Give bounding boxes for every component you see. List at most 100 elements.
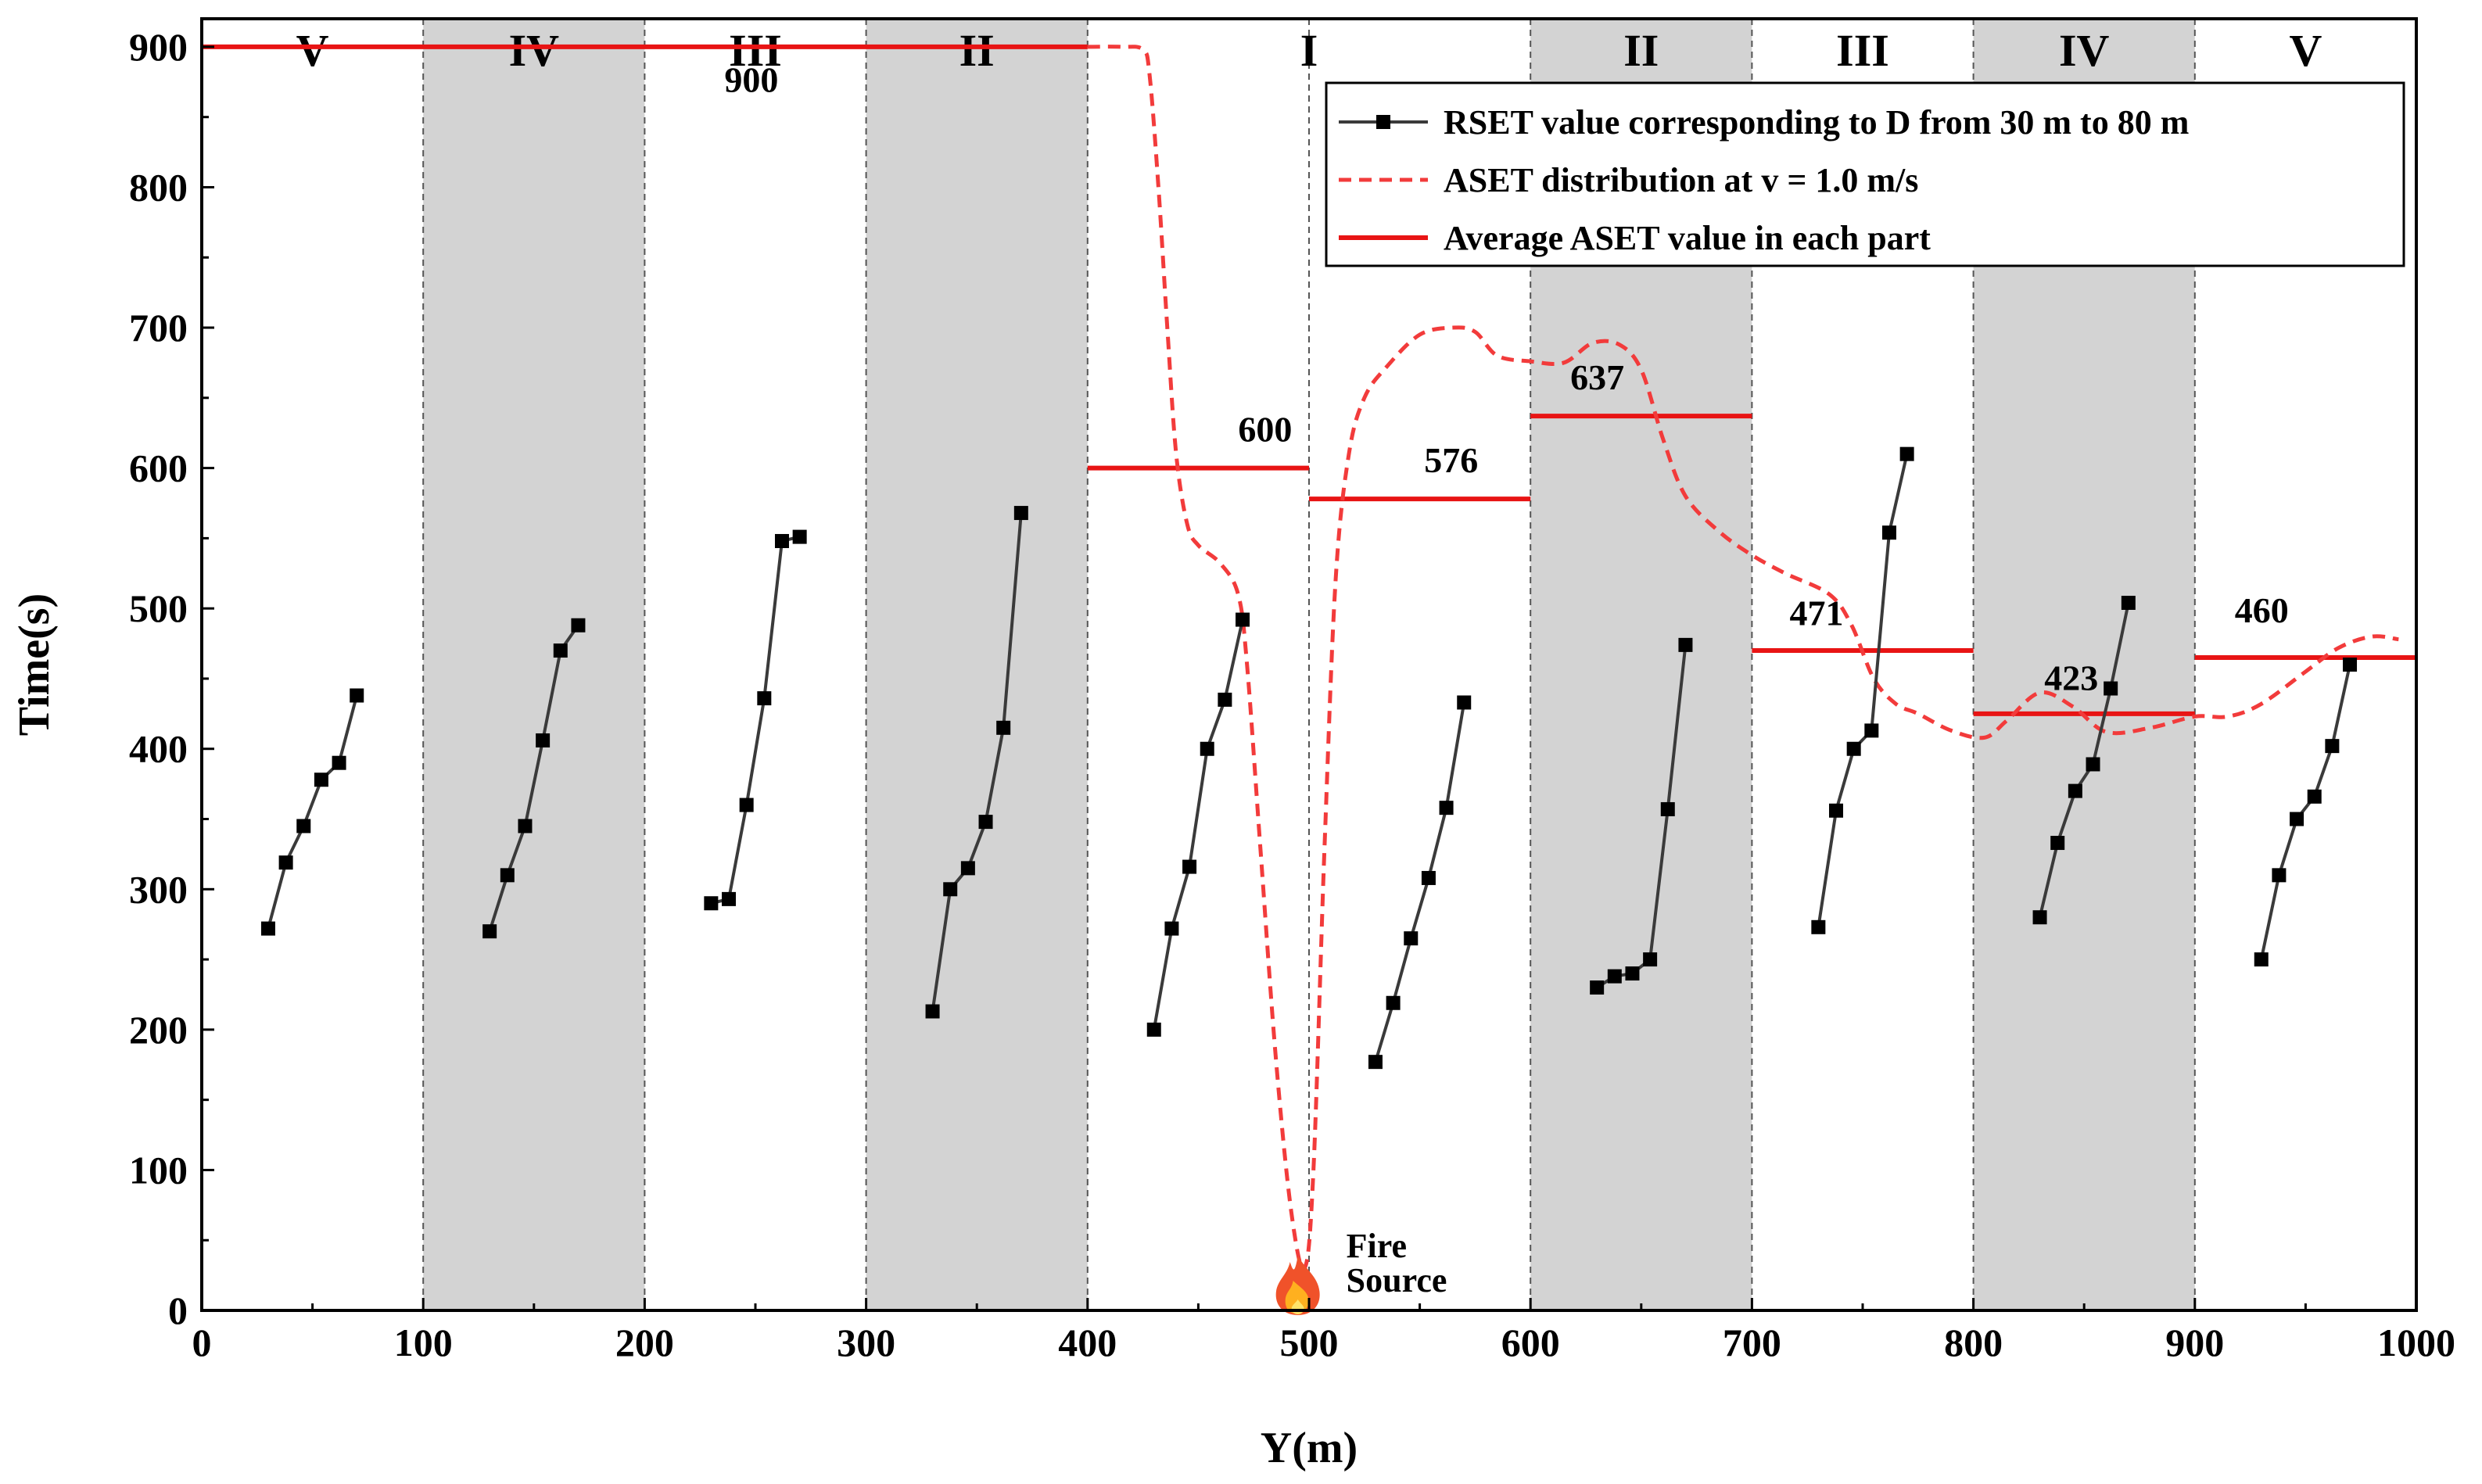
x-tick-label: 800	[1944, 1321, 2003, 1364]
y-tick-label: 800	[129, 165, 188, 209]
y-tick-label: 0	[168, 1289, 188, 1332]
axes: 0 100 200 300 400 500 600 700 800 900 1000 0 100 200 3…	[129, 25, 2455, 1364]
rset-point	[1590, 980, 1605, 995]
legend: RSET value corresponding to D from 30 m …	[1325, 81, 2405, 267]
x-tick-label: 400	[1058, 1321, 1117, 1364]
rset-point	[314, 772, 328, 787]
aset-curve-group	[1087, 45, 2399, 1272]
rset-point	[1829, 803, 1844, 818]
rset-point	[2121, 595, 2136, 610]
shaded-band	[866, 19, 1088, 1310]
rset-point	[943, 882, 958, 897]
zone-label: IV	[2059, 25, 2110, 76]
average-aset-label: 900	[724, 59, 778, 99]
rset-point	[996, 720, 1011, 735]
fire-source-label-line2: Source	[1347, 1261, 1447, 1299]
y-tick-label: 500	[129, 586, 188, 630]
zone-labels: V IV III II I II III IV V	[296, 25, 2322, 76]
rset-line	[2259, 664, 2351, 960]
rset-point	[1660, 801, 1675, 816]
rset-point	[571, 618, 586, 633]
y-tick-label: 600	[129, 446, 188, 490]
rset-point	[1368, 1055, 1383, 1070]
rset-line	[1152, 619, 1244, 1031]
rset-line	[1817, 453, 1909, 928]
zone-label: V	[2289, 25, 2322, 76]
rset-line	[267, 694, 359, 930]
rset-point	[2290, 812, 2304, 826]
x-tick-label: 200	[615, 1321, 674, 1364]
y-tick-label: 200	[129, 1008, 188, 1052]
legend-label: RSET value corresponding to D from 30 m …	[1444, 103, 2189, 142]
zone-label: I	[1300, 25, 1318, 76]
rset-point	[978, 815, 993, 830]
rset-point	[1386, 995, 1401, 1010]
rset-point	[278, 855, 293, 870]
rset-point	[2343, 658, 2358, 672]
rset-point	[774, 533, 789, 548]
rset-point	[1218, 692, 1232, 707]
zone-label: II	[959, 25, 995, 76]
rset-point	[704, 896, 719, 911]
aset-curve	[1087, 45, 2399, 1272]
rset-point	[1643, 952, 1658, 967]
x-tick-label: 600	[1501, 1321, 1560, 1364]
fire-source-label-line1: Fire	[1347, 1227, 1407, 1265]
x-tick-label: 300	[837, 1321, 895, 1364]
rset-point	[1200, 741, 1214, 756]
rset-point	[1404, 931, 1419, 946]
rset-point	[2050, 836, 2065, 851]
rset-point	[536, 733, 551, 747]
average-aset-label: 423	[2044, 658, 2098, 697]
x-tick-label: 900	[2165, 1321, 2224, 1364]
zone-label: III	[1836, 25, 1889, 76]
rset-point	[1864, 723, 1879, 738]
y-tick-label: 100	[129, 1148, 188, 1192]
rset-point	[1607, 969, 1622, 984]
zone-dividers	[422, 19, 2196, 1310]
rset-point	[722, 891, 737, 906]
rset-point	[296, 819, 311, 833]
rset-point	[1881, 525, 1896, 540]
rset-point	[482, 924, 497, 939]
legend-label: Average ASET value in each part	[1444, 219, 1931, 257]
rset-point	[2032, 910, 2047, 925]
rset-point	[260, 921, 275, 936]
rset-line	[2038, 602, 2130, 918]
rset-line	[1374, 702, 1466, 1063]
x-tick-label: 0	[192, 1321, 212, 1364]
rset-point	[2325, 739, 2340, 754]
y-tick-label: 400	[129, 727, 188, 771]
y-tick-label: 300	[129, 867, 188, 911]
rset-point	[332, 755, 346, 770]
rset-point	[518, 819, 533, 833]
rset-point	[1421, 870, 1436, 885]
rset-point	[1182, 859, 1197, 874]
y-tick-label: 700	[129, 306, 188, 349]
zone-label: III	[729, 25, 782, 76]
rset-point	[2086, 757, 2100, 772]
rset-point	[1678, 637, 1693, 652]
rset-point	[925, 1004, 940, 1019]
x-tick-label: 700	[1723, 1321, 1781, 1364]
rset-point	[1846, 741, 1861, 756]
rset-line	[710, 535, 801, 905]
rset-point	[2104, 681, 2118, 696]
y-tick-label: 900	[129, 25, 188, 69]
average-aset-label: 600	[1238, 409, 1292, 449]
rset-point	[553, 643, 568, 658]
rset-point	[2307, 789, 2322, 804]
rset-point	[1811, 919, 1826, 934]
rset-point	[739, 798, 754, 812]
rset-point	[1146, 1022, 1161, 1037]
legend-label: ASET distribution at v = 1.0 m/s	[1444, 161, 1918, 199]
rset-point	[1625, 966, 1640, 981]
x-tick-label: 1000	[2377, 1321, 2455, 1364]
legend-swatch-marker	[1376, 115, 1390, 129]
rset-point	[1457, 695, 1472, 710]
rset-line	[931, 512, 1023, 1012]
average-aset-label: 637	[1570, 357, 1624, 397]
average-aset-label: 576	[1424, 440, 1478, 480]
rset-point	[2254, 952, 2269, 967]
